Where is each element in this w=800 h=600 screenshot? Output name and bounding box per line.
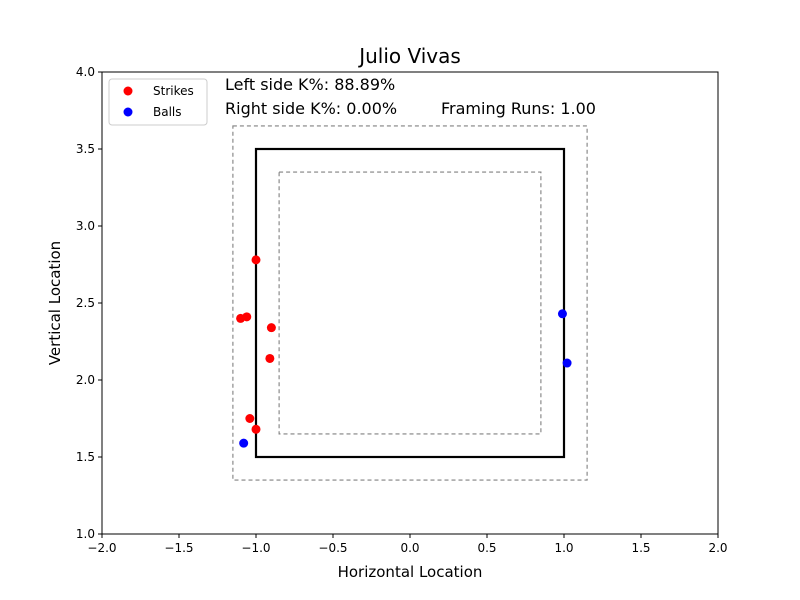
inner-zone [278, 171, 542, 435]
x-tick-label: −0.5 [318, 541, 347, 555]
right-side-k-annotation: Right side K%: 0.00% [225, 99, 397, 118]
y-tick-label: 1.0 [76, 527, 95, 541]
x-tick-label: 1.0 [554, 541, 573, 555]
x-axis-label: Horizontal Location [338, 563, 483, 581]
strikes-point-5 [265, 353, 275, 363]
x-tick-label: 1.5 [631, 541, 650, 555]
x-tick-label: −1.5 [164, 541, 193, 555]
left-side-k-annotation: Left side K%: 88.89% [225, 75, 395, 94]
x-tick-label: −1.0 [241, 541, 270, 555]
chart-title: Julio Vivas [357, 44, 461, 68]
x-tick-label: −2.0 [87, 541, 116, 555]
legend-marker-balls [123, 107, 133, 117]
legend-box [108, 78, 208, 126]
legend-label-strikes: Strikes [153, 84, 194, 98]
legend: Strikes Balls [108, 78, 208, 126]
x-tick-label: 2.0 [708, 541, 727, 555]
points-layer [236, 255, 572, 448]
x-axis: −2.0 −1.5 −1.0 −0.5 0.0 0.5 1.0 1.5 2.0 [87, 534, 728, 555]
y-tick-label: 1.5 [76, 450, 95, 464]
y-axis: 1.0 1.5 2.0 2.5 3.0 3.5 4.0 [76, 65, 102, 541]
balls-point-3 [562, 358, 572, 368]
outer-zone [232, 125, 588, 481]
strikes-point-4 [266, 323, 276, 333]
y-axis-label: Vertical Location [46, 241, 64, 365]
balls-point-2 [557, 309, 567, 319]
strikes-point-6 [245, 414, 255, 423]
legend-label-balls: Balls [153, 105, 182, 119]
x-tick-label: 0.0 [400, 541, 419, 555]
y-tick-label: 4.0 [76, 65, 95, 79]
strikes-point-1 [251, 255, 261, 265]
y-tick-label: 2.0 [76, 373, 95, 387]
legend-marker-strikes [123, 86, 133, 96]
balls-point-1 [239, 438, 249, 448]
y-tick-label: 3.0 [76, 219, 95, 233]
zones-layer [232, 125, 588, 481]
strikes-point-3 [242, 312, 252, 322]
x-tick-label: 0.5 [477, 541, 496, 555]
framing-runs-annotation: Framing Runs: 1.00 [441, 99, 596, 118]
strikes-point-7 [251, 424, 261, 434]
y-tick-label: 2.5 [76, 296, 95, 310]
strike-zone [254, 147, 566, 459]
y-tick-label: 3.5 [76, 142, 95, 156]
